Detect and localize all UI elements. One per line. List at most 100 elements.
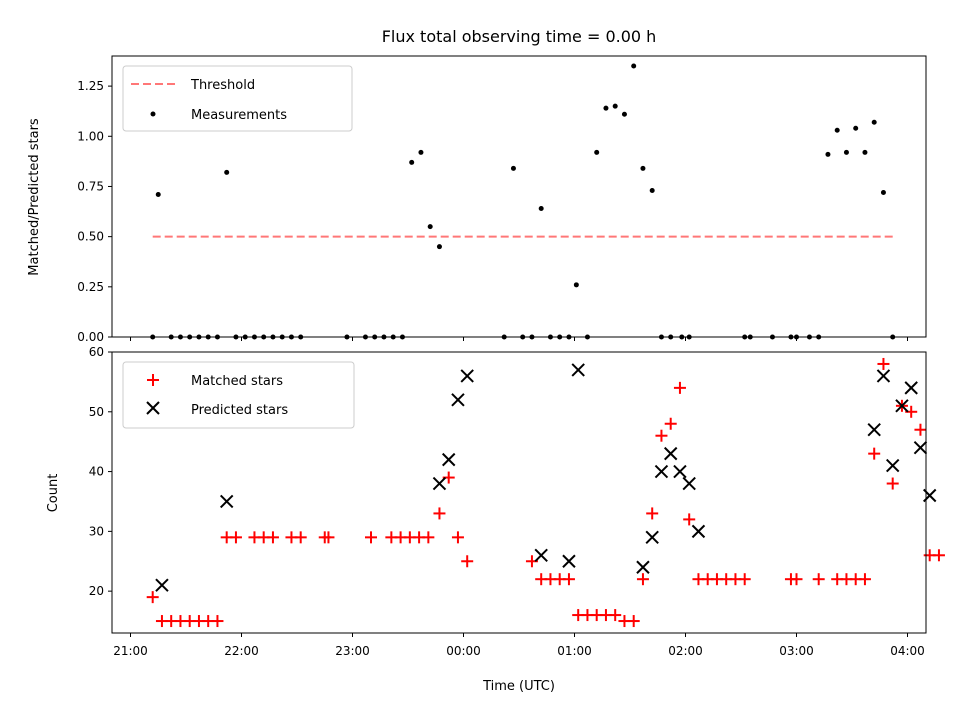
bottom-y-ticks: 20 30 40 50 60 [89, 345, 112, 598]
predicted-star-point [636, 560, 650, 574]
matched-star-point [790, 573, 803, 586]
predicted-star-point [645, 530, 659, 545]
predicted-legend-swatch [146, 401, 160, 415]
bottom-plot-frame [111, 351, 927, 634]
x-tick-label: 04:00 [890, 644, 925, 658]
predicted-star-point [663, 446, 678, 461]
measurement-point [621, 111, 627, 117]
top-y-axis-label: Matched/Predicted stars [27, 118, 42, 276]
matched-star-point [322, 531, 335, 544]
measurement-point [418, 149, 424, 155]
top-y-tick-label: 1.00 [77, 129, 104, 143]
predicted-star-point [562, 554, 576, 568]
measurement-point [853, 125, 859, 131]
chart-title: Flux total observing time = 0.00 h [382, 27, 657, 46]
top-legend: Threshold Measurements [122, 65, 353, 132]
predicted-star-point [895, 399, 909, 413]
measurement-point [538, 206, 544, 212]
predicted-legend-label: Predicted stars [191, 403, 288, 418]
star-count-points [146, 357, 945, 628]
predicted-star-point [682, 476, 696, 491]
matched-star-point [229, 531, 242, 544]
matched-star-point [609, 609, 622, 622]
measurements-legend-label: Measurements [191, 108, 287, 123]
matched-star-point [636, 573, 649, 586]
bottom-y-tick-label: 30 [89, 524, 104, 538]
predicted-star-point [219, 494, 234, 509]
matched-star-point [877, 357, 890, 370]
measurement-point [224, 169, 230, 175]
measurement-point [649, 187, 655, 193]
measurement-point [640, 165, 646, 171]
matched-star-point [451, 531, 464, 544]
measurement-point [880, 189, 886, 195]
measurement-point [594, 149, 600, 155]
predicted-star-point [451, 393, 465, 407]
bottom-y-tick-label: 60 [89, 345, 104, 359]
matched-star-point [266, 531, 279, 544]
matched-star-point [812, 573, 825, 586]
top-panel: 0.00 0.25 0.50 0.75 1.00 1.25 Matched/Predict… [27, 55, 927, 344]
measurement-point [510, 165, 516, 171]
x-axis-label: Time (UTC) [482, 679, 555, 694]
matched-star-point [365, 531, 377, 544]
predicted-star-point [867, 423, 881, 437]
predicted-star-point [534, 548, 548, 562]
bottom-legend: Matched stars Predicted stars [122, 361, 355, 429]
matched-legend-label: Matched stars [191, 374, 283, 389]
matched-star-point [562, 573, 575, 586]
predicted-star-point [460, 369, 474, 383]
predicted-star-point [691, 524, 706, 539]
measurement-point [871, 119, 877, 125]
measurement-point [825, 151, 831, 157]
matched-star-point [914, 423, 927, 436]
top-y-tick-label: 0.00 [77, 330, 104, 344]
predicted-star-point [155, 578, 169, 592]
measurement-point [843, 149, 849, 155]
matched-star-point [932, 549, 945, 562]
x-tick-label: 21:00 [113, 644, 148, 658]
matched-star-point [655, 429, 668, 442]
top-plot-frame [111, 55, 927, 338]
x-tick-label: 22:00 [224, 644, 259, 658]
predicted-star-point [571, 363, 585, 377]
bottom-legend-box [122, 361, 355, 429]
matched-star-point [673, 381, 686, 394]
matched-star-point [146, 591, 159, 604]
measurement-point [573, 282, 579, 288]
matched-star-point [461, 555, 474, 568]
predicted-star-point [654, 464, 669, 479]
matched-star-point [646, 507, 659, 520]
matched-legend-swatch [147, 374, 159, 386]
bottom-y-tick-label: 20 [89, 584, 104, 598]
predicted-star-point [876, 369, 891, 383]
measurement-point [631, 63, 637, 69]
measurement-point [427, 224, 433, 230]
measurement-point [603, 105, 609, 111]
x-tick-label: 02:00 [668, 644, 703, 658]
x-tick-label: 01:00 [557, 644, 592, 658]
measurement-point [436, 244, 442, 250]
matched-star-point [422, 531, 435, 544]
measurement-point [834, 127, 840, 133]
bottom-y-axis-label: Count [46, 474, 61, 513]
matched-star-point [738, 573, 751, 586]
predicted-star-point [913, 440, 928, 455]
predicted-star-point [441, 452, 456, 467]
predicted-star-point [432, 476, 447, 491]
measurement-point [155, 191, 161, 197]
bottom-x-ticks: 21:00 22:00 23:00 00:00 01:00 02:00 03:00 04:00 [113, 633, 925, 658]
measurements-legend-swatch [150, 111, 156, 117]
matched-star-point [433, 507, 446, 520]
matched-star-point [868, 447, 881, 460]
bottom-y-tick-label: 50 [89, 405, 104, 419]
matched-star-point [294, 531, 307, 544]
predicted-star-point [673, 464, 687, 479]
top-legend-box [122, 65, 353, 132]
predicted-star-point [885, 458, 900, 473]
top-y-tick-label: 0.75 [77, 179, 104, 193]
matched-star-point [886, 477, 899, 490]
top-y-tick-label: 1.25 [77, 79, 104, 93]
x-tick-label: 23:00 [335, 644, 370, 658]
